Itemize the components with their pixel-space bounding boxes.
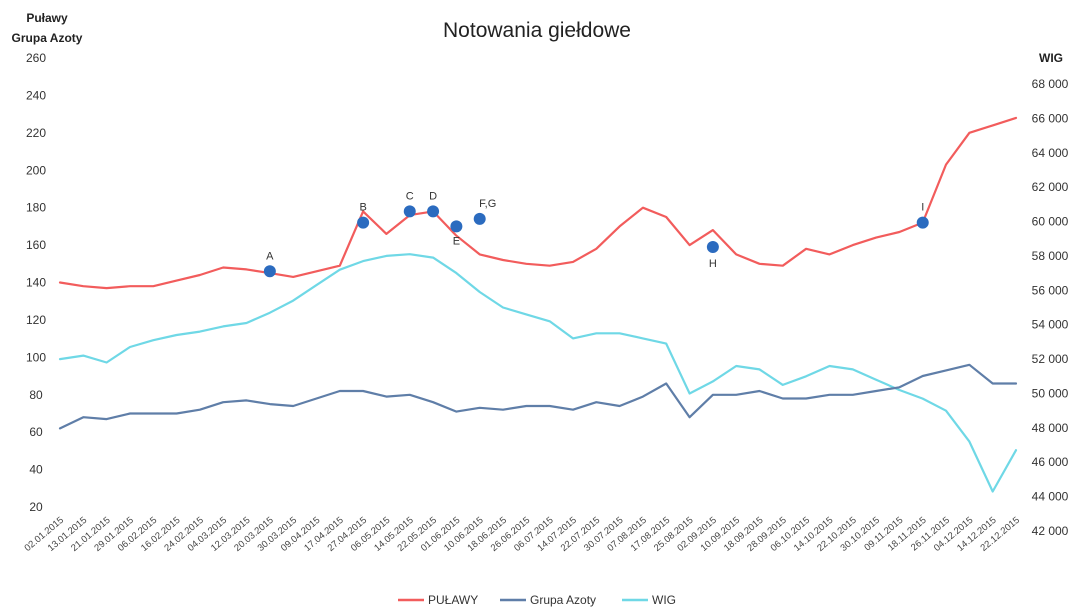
left-axis-title-line-2: Grupa Azoty: [12, 31, 83, 45]
legend: PUŁAWY Grupa Azoty WIG: [398, 593, 676, 607]
annotation-label: D: [429, 190, 437, 202]
left-tick-label: 240: [26, 88, 46, 102]
annotation-label: B: [359, 202, 366, 214]
annotation-label: F,G: [479, 198, 496, 210]
annotation-dot: [916, 216, 929, 229]
annotation-dot: [357, 216, 370, 229]
series-lines: [58, 116, 1018, 493]
right-tick-label: 46 000: [1032, 455, 1069, 469]
annotation-dot: [706, 240, 719, 253]
left-tick-label: 160: [26, 238, 46, 252]
left-tick-label: 260: [26, 51, 46, 65]
chart-title: Notowania giełdowe: [443, 19, 631, 42]
right-tick-label: 48 000: [1032, 421, 1069, 435]
annotation-label: I: [921, 202, 924, 214]
legend-label: Grupa Azoty: [530, 593, 596, 607]
legend-label: WIG: [652, 593, 676, 607]
left-tick-label: 60: [29, 425, 43, 439]
annotation-label: E: [453, 235, 460, 247]
annotation-label: C: [406, 190, 414, 202]
right-tick-label: 58 000: [1032, 249, 1069, 263]
left-tick-label: 100: [26, 350, 46, 364]
series-line-grupa-azoty: [58, 363, 1018, 430]
annotation-dot: [427, 205, 440, 218]
series-line-pu-awy: [58, 116, 1018, 290]
series-line-wig: [58, 253, 1018, 493]
left-tick-label: 40: [29, 463, 43, 477]
left-tick-label: 80: [29, 388, 43, 402]
left-axis-ticks: 260 240 220 200 180 160 140 120 100 80 60 40 20: [26, 51, 46, 514]
right-tick-label: 42 000: [1032, 524, 1069, 538]
annotation-dot: [263, 265, 276, 278]
annotation-dot: [403, 205, 416, 218]
left-tick-label: 140: [26, 276, 46, 290]
annotation-dot: [450, 220, 463, 233]
right-tick-label: 62 000: [1032, 180, 1069, 194]
right-tick-label: 66 000: [1032, 111, 1069, 125]
left-axis-title-line-1: Puławy: [26, 11, 68, 25]
right-tick-label: 60 000: [1032, 215, 1069, 229]
right-tick-label: 54 000: [1032, 318, 1069, 332]
right-tick-label: 50 000: [1032, 386, 1069, 400]
left-tick-label: 220: [26, 126, 46, 140]
right-tick-label: 44 000: [1032, 490, 1069, 504]
left-tick-label: 20: [29, 500, 43, 514]
right-tick-label: 64 000: [1032, 146, 1069, 160]
right-tick-label: 56 000: [1032, 283, 1069, 297]
annotation-label: H: [709, 258, 717, 270]
x-axis-ticks: 02.01.201513.01.201521.01.201529.01.2015…: [22, 515, 1021, 554]
annotation-markers: A B C D E F,G H I: [263, 190, 929, 278]
annotation-dot: [473, 212, 486, 225]
right-axis-ticks: 68 000 66 000 64 000 62 000 60 000 58 000 56 0…: [1032, 77, 1069, 538]
annotation-label: A: [266, 250, 274, 262]
left-tick-label: 120: [26, 313, 46, 327]
right-tick-label: 68 000: [1032, 77, 1069, 91]
left-tick-label: 200: [26, 163, 46, 177]
right-axis-title: WIG: [1039, 51, 1063, 65]
legend-label: PUŁAWY: [428, 593, 478, 607]
left-tick-label: 180: [26, 201, 46, 215]
right-tick-label: 52 000: [1032, 352, 1069, 366]
